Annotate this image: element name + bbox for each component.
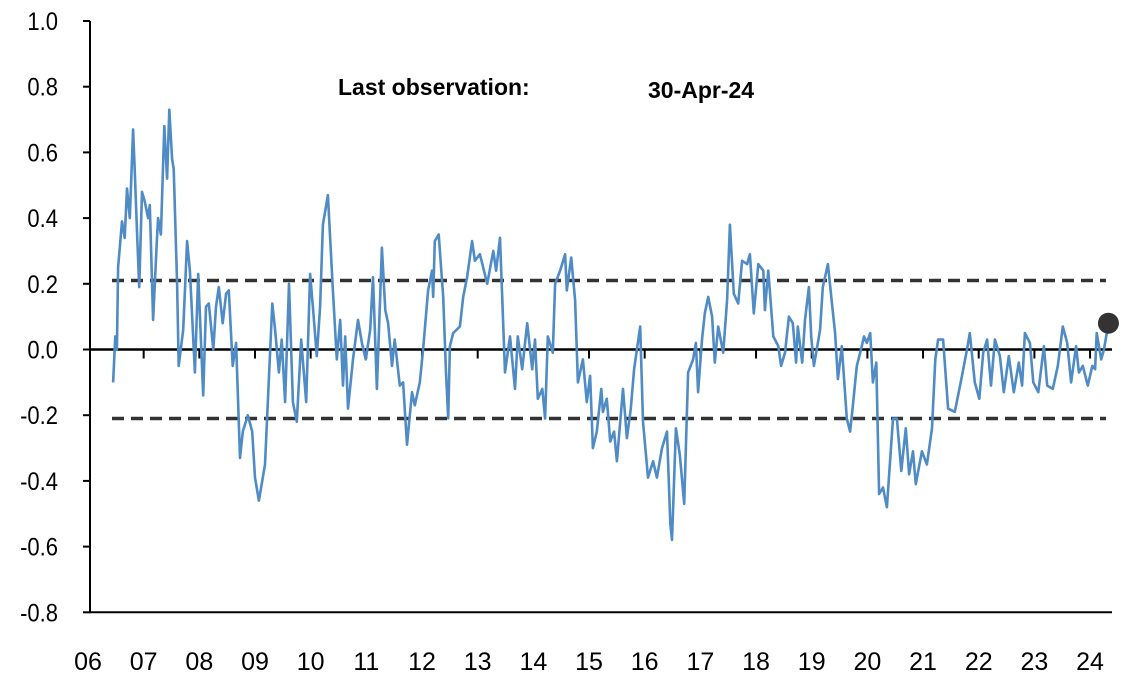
x-tick-label: 09 xyxy=(241,648,269,676)
x-tick-label: 19 xyxy=(798,648,826,676)
tick-labels: 1.0 0.8 0.6 0.4 0.2 0.0 -0.2 -0.4 -0.6 -0.8 06 07 08… xyxy=(20,8,1104,676)
y-tick-label: -0.2 xyxy=(20,402,58,430)
x-tick-label: 21 xyxy=(909,648,937,676)
x-tick-label: 17 xyxy=(686,648,714,676)
x-tick-label: 14 xyxy=(519,648,547,676)
x-tick-label: 23 xyxy=(1020,648,1048,676)
annotation-value: 30-Apr-24 xyxy=(648,77,754,103)
y-tick-label: 1.0 xyxy=(27,8,58,36)
x-tick-label: 07 xyxy=(130,648,158,676)
annotation-label: Last observation: xyxy=(338,74,530,100)
y-tick-label: 0.8 xyxy=(27,73,58,101)
y-tick-label: 0.2 xyxy=(27,271,58,299)
series-line xyxy=(111,108,1110,542)
x-tick-label: 22 xyxy=(965,648,993,676)
x-tick-label: 24 xyxy=(1076,648,1104,676)
x-tick-label: 15 xyxy=(575,648,603,676)
x-tick-label: 20 xyxy=(853,648,881,676)
x-tick-label: 16 xyxy=(631,648,659,676)
y-tick-label: -0.8 xyxy=(20,599,58,627)
x-tick-label: 11 xyxy=(353,648,379,676)
y-tick-label: 0.6 xyxy=(27,139,58,167)
y-tick-label: 0.0 xyxy=(27,336,58,364)
y-tick-label: -0.6 xyxy=(20,533,58,561)
x-tick-label: 18 xyxy=(742,648,770,676)
x-tick-label: 08 xyxy=(185,648,213,676)
y-tick-label: -0.4 xyxy=(20,468,58,496)
x-tick-label: 13 xyxy=(464,648,492,676)
last-observation-marker xyxy=(1097,312,1119,334)
x-tick-label: 06 xyxy=(74,648,102,676)
axes xyxy=(83,20,1112,614)
x-tick-label: 10 xyxy=(297,648,325,676)
series xyxy=(111,108,1119,542)
x-tick-label: 12 xyxy=(408,648,436,676)
y-tick-label: 0.4 xyxy=(27,205,58,233)
